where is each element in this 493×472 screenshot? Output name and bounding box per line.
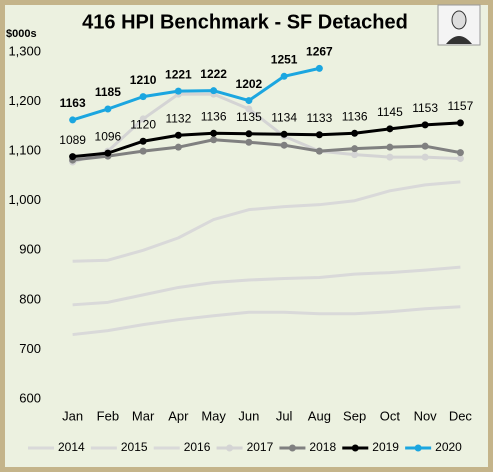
legend-marker — [288, 444, 296, 452]
data-label: 1267 — [306, 45, 333, 59]
x-tick-label: Jan — [62, 408, 83, 423]
x-tick-label: Mar — [132, 408, 155, 423]
data-label: 1210 — [130, 73, 157, 87]
point — [139, 93, 147, 101]
y-tick-label: 1,100 — [8, 143, 41, 158]
data-label: 1136 — [201, 109, 227, 123]
legend-label: 2014 — [58, 440, 85, 454]
point — [351, 151, 359, 159]
x-tick-label: Aug — [308, 408, 331, 423]
x-tick-label: Oct — [380, 408, 401, 423]
y-tick-label: 1,000 — [8, 192, 41, 207]
point — [139, 147, 147, 155]
x-tick-label: Nov — [414, 408, 438, 423]
y-tick-label: 900 — [19, 242, 41, 257]
point — [315, 64, 323, 72]
point — [386, 153, 394, 161]
legend-label: 2016 — [184, 440, 211, 454]
point — [69, 116, 77, 124]
point — [174, 131, 182, 139]
legend-marker — [351, 444, 359, 452]
series-line — [72, 180, 461, 263]
legend-label: 2020 — [435, 440, 462, 454]
y-tick-label: 1,200 — [8, 93, 41, 108]
series-line — [72, 66, 320, 122]
point — [210, 87, 218, 95]
point — [421, 121, 429, 129]
legend-marker — [414, 444, 422, 452]
point — [174, 87, 182, 95]
point — [315, 131, 323, 139]
data-label: 1222 — [200, 67, 227, 81]
point — [245, 130, 253, 138]
series-line — [72, 92, 461, 164]
point — [69, 153, 77, 161]
y-tick-label: 700 — [19, 341, 41, 356]
data-label: 1251 — [271, 52, 298, 66]
point — [280, 141, 288, 149]
point — [280, 72, 288, 80]
y-tick-label: 600 — [19, 390, 41, 405]
data-label: 1089 — [59, 133, 86, 147]
x-tick-label: Dec — [449, 408, 473, 423]
y-axis-label: $000s — [6, 28, 37, 40]
data-label: 1157 — [447, 99, 473, 113]
point — [421, 153, 429, 161]
point — [210, 129, 218, 137]
point — [351, 145, 359, 153]
data-label: 1221 — [165, 67, 192, 81]
point — [210, 136, 218, 144]
point — [280, 130, 288, 138]
point — [421, 142, 429, 150]
point — [104, 149, 112, 157]
data-label: 1133 — [306, 111, 332, 125]
point — [139, 137, 147, 145]
y-tick-label: 1,300 — [8, 43, 41, 58]
chart-title: 416 HPI Benchmark - SF Detached — [82, 11, 408, 33]
data-label: 1185 — [95, 85, 121, 99]
data-label: 1096 — [95, 129, 122, 143]
panel — [5, 5, 488, 467]
portrait-icon — [437, 4, 481, 46]
point — [245, 105, 253, 113]
series-line — [72, 121, 461, 159]
x-tick-label: Apr — [168, 408, 189, 423]
point — [456, 155, 464, 163]
series-line — [72, 265, 461, 307]
point — [104, 105, 112, 113]
x-tick-label: Feb — [97, 408, 119, 423]
point — [351, 129, 359, 137]
data-label: 1136 — [342, 109, 368, 123]
x-tick-label: Sep — [343, 408, 366, 423]
x-tick-label: Jun — [238, 408, 259, 423]
point — [386, 125, 394, 133]
data-label: 1134 — [271, 110, 297, 124]
legend-label: 2019 — [372, 440, 399, 454]
x-tick-label: May — [201, 408, 226, 423]
legend-label: 2015 — [121, 440, 148, 454]
point — [456, 119, 464, 127]
point — [174, 143, 182, 151]
data-label: 1132 — [165, 111, 191, 125]
series-line — [72, 138, 461, 162]
legend-label: 2017 — [247, 440, 274, 454]
legend-label: 2018 — [309, 440, 336, 454]
x-tick-label: Jul — [276, 408, 293, 423]
y-tick-label: 800 — [19, 291, 41, 306]
data-label: 1163 — [60, 96, 86, 110]
point — [245, 97, 253, 105]
legend-marker — [226, 444, 234, 452]
data-label: 1135 — [236, 110, 262, 124]
point — [245, 138, 253, 146]
data-label: 1145 — [377, 105, 403, 119]
point — [386, 143, 394, 151]
data-label: 1153 — [412, 101, 438, 115]
data-label: 1120 — [130, 117, 156, 131]
point — [139, 115, 147, 123]
series-line — [72, 305, 461, 337]
point — [456, 149, 464, 157]
point — [315, 147, 323, 155]
data-label: 1202 — [236, 77, 263, 91]
